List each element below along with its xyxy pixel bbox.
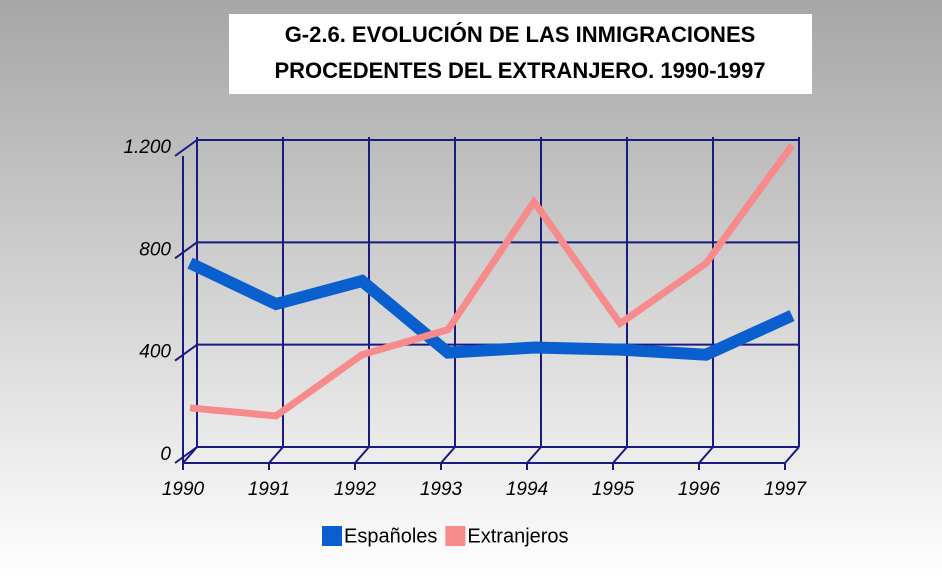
floor-line (784, 446, 800, 464)
floor-line (268, 446, 284, 464)
tick-mark (174, 446, 198, 464)
x-tick-label: 1990 (162, 479, 205, 500)
x-tick-label: 1992 (334, 479, 377, 500)
x-tick-label: 1994 (506, 479, 548, 500)
series-line (189, 143, 795, 420)
tick-mark (174, 343, 198, 362)
legend-swatch (445, 526, 466, 546)
y-tick-label: 800 (139, 239, 171, 260)
legend-label: Españoles (344, 525, 437, 547)
legend-swatch (322, 526, 342, 546)
x-tick-label: 1991 (248, 479, 290, 500)
title-box (229, 14, 812, 94)
y-tick-label: 400 (139, 342, 171, 363)
x-tick-label: 1997 (764, 479, 808, 500)
chart-title: G-2.6. EVOLUCIÓN DE LAS INMIGRACIONES (285, 22, 756, 47)
floor-line (526, 446, 542, 464)
x-tick-label: 1995 (592, 479, 635, 500)
floor-line (354, 446, 370, 464)
floor-line (698, 446, 714, 464)
floor-line (612, 446, 628, 464)
x-tick-label: 1996 (678, 479, 721, 500)
legend-label: Extranjeros (467, 525, 568, 547)
floor-line (182, 446, 198, 464)
y-tick-label: 0 (160, 444, 171, 465)
floor-line (440, 446, 456, 464)
series-line (187, 257, 795, 361)
tick-mark (174, 241, 198, 260)
chart-title: PROCEDENTES DEL EXTRANJERO. 1990-1997 (274, 58, 765, 83)
tick-mark (174, 139, 198, 157)
x-tick-label: 1993 (420, 479, 463, 500)
y-tick-label: 1.200 (123, 137, 171, 158)
